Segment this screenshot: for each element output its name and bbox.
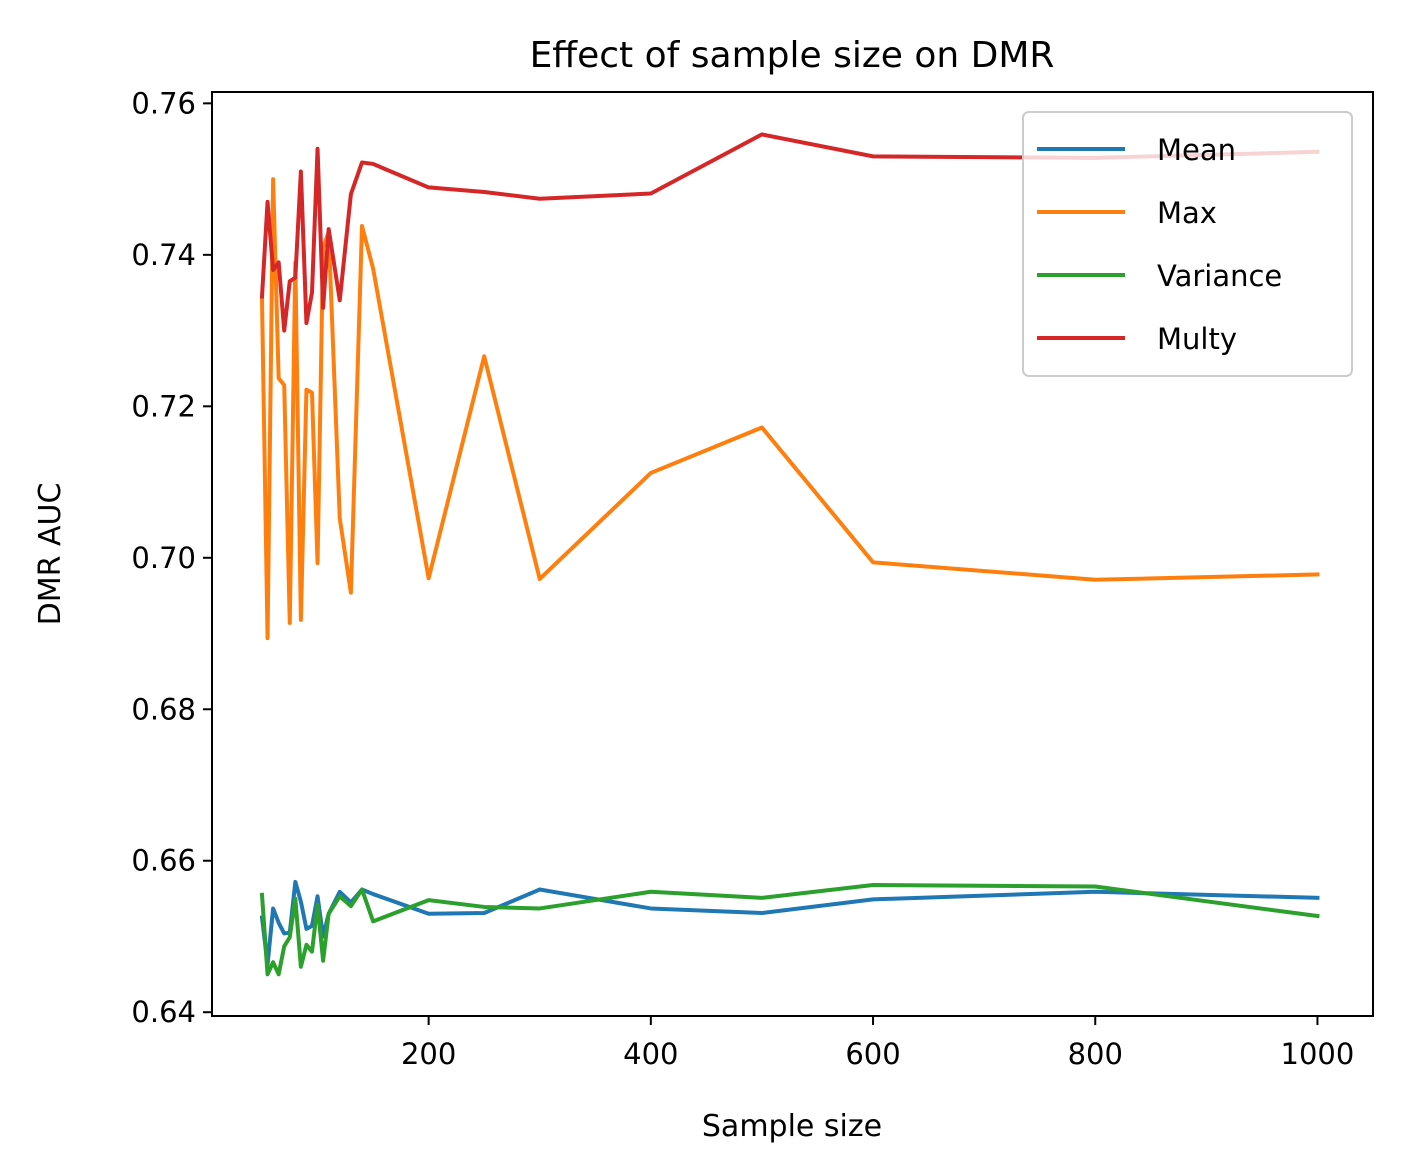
legend-label-variance: Variance <box>1157 259 1282 293</box>
y-tick-label: 0.72 <box>131 389 196 423</box>
x-tick-label: 400 <box>623 1037 678 1071</box>
legend: Mean Max Variance Multy <box>1022 111 1353 377</box>
x-axis-label: Sample size <box>702 1109 882 1144</box>
y-axis-label: DMR AUC <box>33 483 68 626</box>
y-tick-label: 0.68 <box>131 692 196 726</box>
series-layer <box>259 132 1320 977</box>
y-tick-label: 0.64 <box>131 995 196 1029</box>
legend-box <box>1022 111 1353 377</box>
plot-frame <box>211 91 1374 1017</box>
y-tick-label: 0.76 <box>131 86 196 120</box>
y-tick-label: 0.66 <box>131 844 196 878</box>
y-tick-label: 0.74 <box>131 238 196 272</box>
legend-label-max: Max <box>1157 196 1217 230</box>
legend-label-multy: Multy <box>1157 322 1237 356</box>
x-tick-label: 600 <box>845 1037 900 1071</box>
axis-layer: 200 400 600 800 1000 0.64 0.66 0.68 0.70 0.72 0.74… <box>131 86 1374 1071</box>
series-line-variance <box>259 882 1320 977</box>
chart-title: Effect of sample size on DMR <box>530 35 1055 76</box>
series-line-multy <box>259 132 1320 333</box>
y-tick-label: 0.70 <box>131 541 196 575</box>
x-tick-label: 200 <box>401 1037 456 1071</box>
x-tick-label: 800 <box>1068 1037 1123 1071</box>
legend-label-mean: Mean <box>1157 133 1236 167</box>
x-tick-label: 1000 <box>1281 1037 1355 1071</box>
